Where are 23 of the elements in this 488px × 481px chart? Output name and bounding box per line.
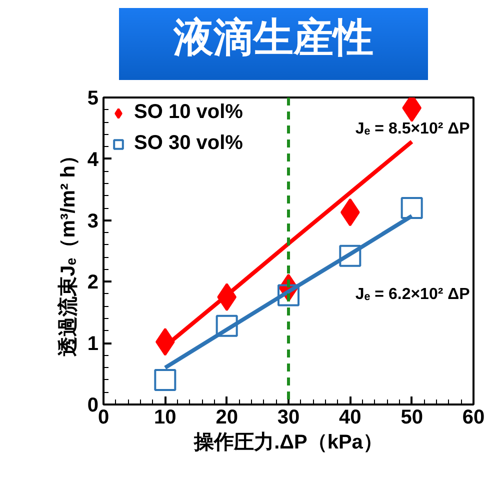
- y-tick-label: 3: [87, 210, 98, 232]
- point: [339, 244, 362, 267]
- x-tick-label: 20: [216, 406, 238, 428]
- x-axis-title: 操作圧力.ΔP（kPa）: [193, 432, 383, 454]
- point: [400, 197, 423, 220]
- legend-label: SO 30 vol%: [134, 132, 243, 155]
- x-tick-label: 60: [462, 406, 485, 428]
- point: [216, 314, 238, 337]
- y-axis-title: 透過流束Jₑ（m³/m² h）: [56, 146, 80, 358]
- x-tick-label: 50: [400, 406, 423, 428]
- x-tick-label: 10: [154, 406, 176, 428]
- y-tick-label: 1: [87, 333, 98, 356]
- legend-label: SO 10 vol%: [134, 101, 243, 124]
- annotation: Jₑ = 6.2×10² ΔP: [355, 286, 470, 304]
- x-tick-label: 40: [339, 406, 362, 428]
- y-tick-label: 2: [87, 272, 98, 294]
- point: [154, 368, 176, 391]
- x-tick-label: 30: [277, 406, 300, 428]
- point: [278, 284, 300, 306]
- y-tick-label: 5: [87, 88, 98, 110]
- chart-title: 液滴生産性: [174, 15, 374, 62]
- y-tick-label: 4: [87, 148, 100, 171]
- annotation: Jₑ = 8.5×10² ΔP: [355, 120, 470, 138]
